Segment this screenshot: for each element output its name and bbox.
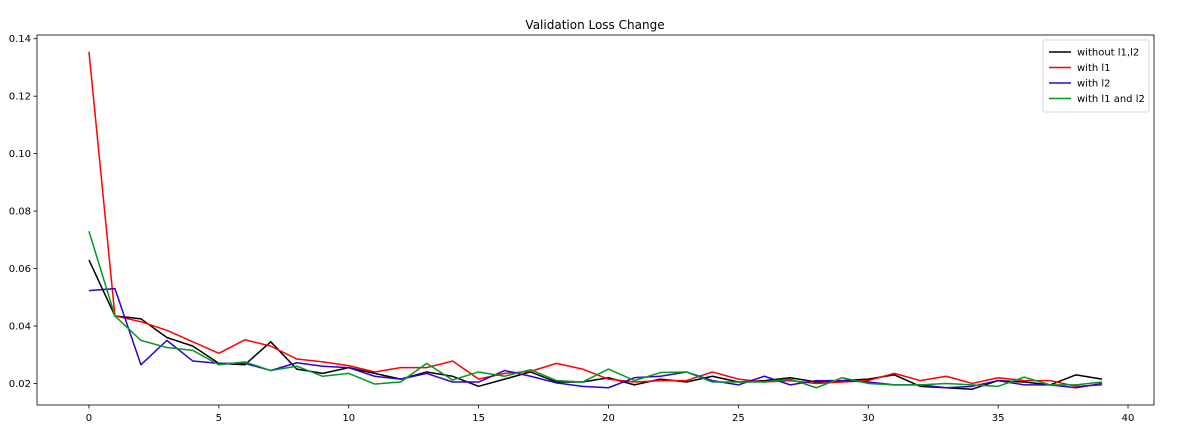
series-line-3: [88, 287, 1103, 389]
legend-label: with l1: [1077, 63, 1111, 74]
x-tick-label: 25: [732, 413, 745, 424]
legend: without l1,l2 with l1 with l2 with l1 and l…: [1042, 39, 1150, 113]
x-tick-label: 30: [862, 413, 875, 424]
series-line-4: [88, 230, 1103, 389]
y-tick-label: 0.06: [9, 264, 31, 275]
x-tick-label: 10: [342, 413, 355, 424]
legend-label: without l1,l2: [1077, 48, 1139, 59]
y-tick-label: 0.14: [9, 34, 31, 45]
y-axis: 0.02 0.04 0.06 0.08 0.10 0.12 0.14: [9, 34, 37, 390]
chart-title: Validation Loss Change: [525, 18, 664, 32]
x-tick-label: 35: [992, 413, 1005, 424]
x-tick-label: 5: [216, 413, 222, 424]
series-line-2: [88, 51, 1103, 388]
x-axis: 0 5 10 15 20 25 30 35 40: [86, 405, 1135, 424]
y-tick-label: 0.12: [9, 92, 31, 103]
plot-frame: [36, 34, 1155, 406]
x-tick-label: 20: [602, 413, 615, 424]
series-line-1: [88, 259, 1103, 390]
plot-lines: [88, 51, 1103, 390]
legend-label: with l2: [1077, 79, 1111, 90]
y-tick-label: 0.04: [9, 322, 31, 333]
legend-box: [1042, 39, 1150, 113]
legend-label: with l1 and l2: [1077, 94, 1145, 105]
y-tick-label: 0.02: [9, 379, 31, 390]
x-tick-label: 40: [1122, 413, 1135, 424]
x-tick-label: 15: [472, 413, 485, 424]
x-tick-label: 0: [86, 413, 92, 424]
y-tick-label: 0.10: [9, 149, 31, 160]
y-tick-label: 0.08: [9, 207, 31, 218]
